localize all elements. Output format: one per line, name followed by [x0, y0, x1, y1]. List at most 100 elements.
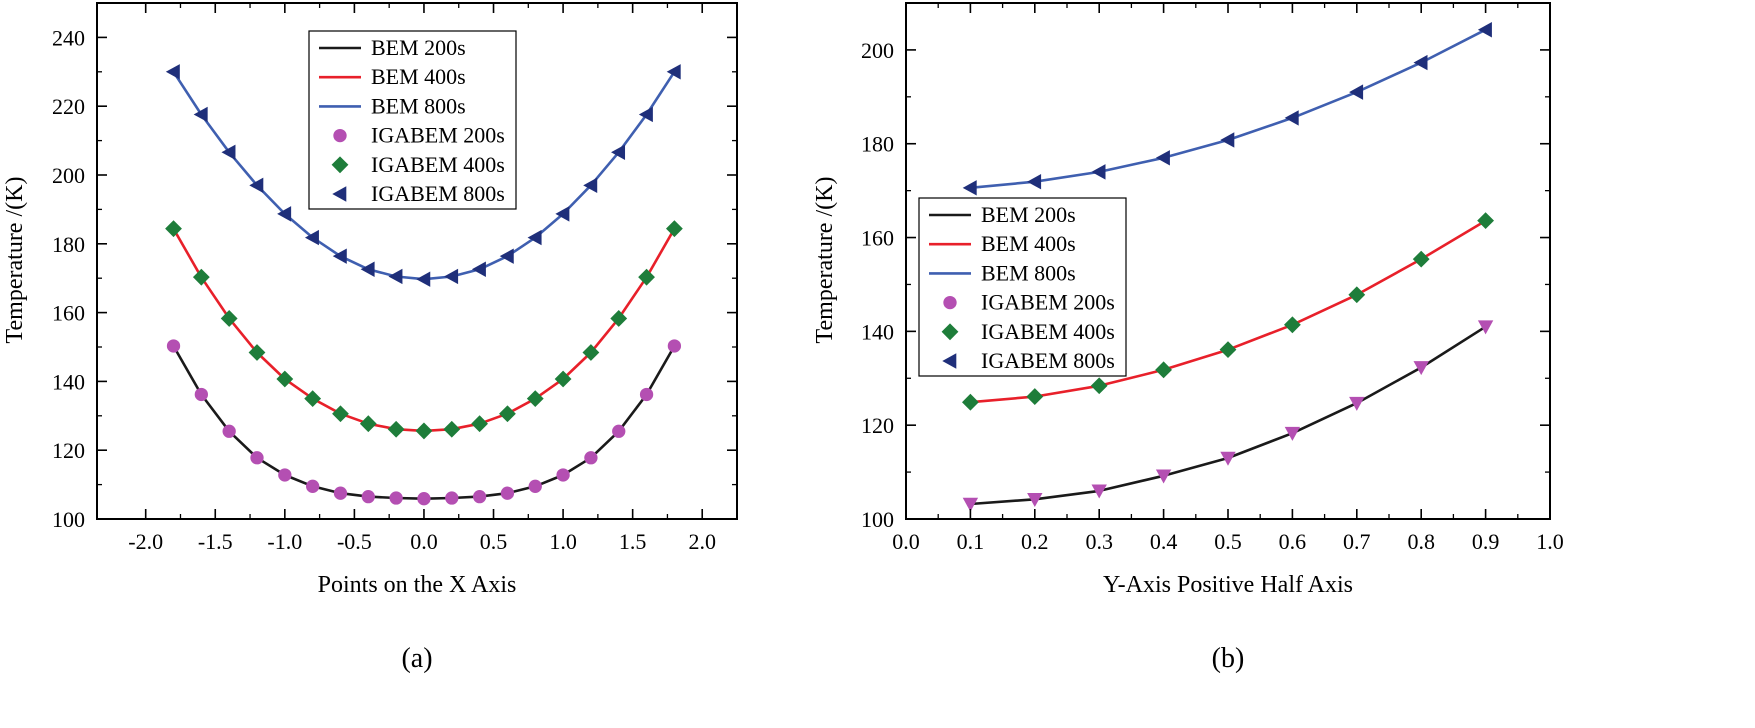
chart-b-legend-label: IGABEM 200s — [981, 290, 1115, 315]
chart-b-y-axis-title: Temperature /(K) — [812, 177, 838, 344]
chart-a-caption: (a) — [401, 643, 432, 674]
chart-a-x-tick-label: -0.5 — [337, 529, 372, 554]
chart-a-point-igabem-800s — [416, 271, 431, 287]
chart-b-x-tick-label: 0.0 — [892, 529, 920, 554]
chart-b-legend-swatch — [942, 353, 957, 369]
chart-a-point-igabem-200s — [194, 387, 208, 402]
chart-b-point-igabem-800s — [1027, 174, 1042, 190]
chart-b-point-igabem-400s — [1219, 341, 1237, 359]
chart-a-point-igabem-400s — [582, 344, 600, 361]
chart-a-point-igabem-200s — [278, 468, 292, 482]
chart-a-point-igabem-200s — [472, 489, 487, 504]
chart-b-y-tick-label: 160 — [861, 226, 894, 251]
chart-a-legend-swatch — [331, 156, 349, 174]
chart-b-caption: (b) — [1212, 643, 1245, 674]
chart-a-y-tick-label: 120 — [52, 438, 85, 463]
chart-a-point-igabem-400s — [499, 405, 516, 423]
chart-a-point-igabem-200s — [445, 491, 459, 505]
chart-b-point-igabem-400s — [1155, 361, 1172, 379]
chart-b-legend: BEM 200s BEM 400s BEM 800s IGABEM 200s IGABE… — [918, 197, 1127, 377]
chart-a-point-igabem-800s — [193, 106, 208, 123]
chart-a-x-axis-title: Points on the X Axis — [318, 572, 517, 598]
chart-b-x-tick-label: 0.1 — [957, 529, 985, 554]
chart-b-x-tick-label: 0.2 — [1021, 529, 1049, 554]
chart-b-legend-label: BEM 400s — [981, 231, 1076, 256]
chart-a-y-tick-label: 100 — [52, 507, 85, 532]
chart-a-point-igabem-400s — [192, 268, 210, 286]
chart-a-point-igabem-200s — [500, 486, 515, 500]
chart-b-point-igabem-200s-plotted-as-down-triangles — [1220, 451, 1236, 466]
chart-b-legend-label: BEM 800s — [981, 260, 1076, 285]
chart-b-point-igabem-200s-plotted-as-down-triangles — [1155, 469, 1172, 484]
chart-a-point-igabem-800s — [360, 261, 375, 277]
chart-a-point-igabem-800s — [611, 144, 626, 160]
chart-a-y-tick-label: 180 — [52, 232, 85, 257]
chart-b-legend-label: BEM 200s — [981, 202, 1076, 227]
chart-a-point-igabem-400s — [554, 370, 572, 388]
chart-b-x-tick-label: 1.0 — [1536, 529, 1564, 554]
chart-b-point-igabem-200s-plotted-as-down-triangles — [1349, 396, 1365, 411]
chart-a-point-igabem-200s — [222, 424, 236, 438]
chart-b-point-igabem-200s-plotted-as-down-triangles — [1284, 426, 1301, 441]
chart-a-point-igabem-800s — [304, 229, 319, 246]
chart-a-point-igabem-800s — [444, 268, 459, 285]
chart-b-legend-box — [918, 197, 1127, 377]
chart-b-point-igabem-400s — [1026, 388, 1044, 405]
chart-a-y-axis-title: Temperature /(K) — [2, 177, 28, 344]
chart-a-point-igabem-800s — [583, 177, 598, 194]
chart-a-legend: BEM 200s BEM 400s BEM 800s IGABEM 200s IGABE… — [308, 30, 517, 210]
chart-a-point-igabem-400s — [359, 415, 377, 433]
chart-a-point-igabem-400s — [220, 310, 238, 327]
chart-b-y-tick-label: 140 — [861, 319, 894, 344]
chart-b-point-igabem-200s-plotted-as-down-triangles — [1091, 484, 1107, 499]
chart-a-point-igabem-200s — [639, 387, 654, 402]
chart-a-point-igabem-800s — [277, 206, 292, 222]
chart-b-point-igabem-800s — [1220, 132, 1235, 148]
chart-a-point-igabem-800s — [499, 248, 514, 264]
chart-b-point-igabem-400s — [962, 393, 979, 411]
chart-b-point-igabem-200s-plotted-as-down-triangles — [1477, 320, 1494, 335]
chart-a-point-igabem-800s — [249, 177, 264, 194]
chart-a-x-tick-label: -2.0 — [128, 529, 163, 554]
chart-b-legend-label: IGABEM 400s — [981, 319, 1115, 344]
chart-b-x-tick-label: 0.4 — [1150, 529, 1178, 554]
chart-a-point-igabem-800s — [555, 206, 570, 222]
chart-a-x-tick-label: 1.5 — [619, 529, 647, 554]
chart-b-y-tick-label: 120 — [861, 413, 894, 438]
chart-b-point-igabem-200s-plotted-as-down-triangles — [1027, 492, 1043, 507]
chart-a-point-igabem-400s — [665, 220, 683, 238]
chart-a-legend-box — [308, 30, 517, 210]
chart-b-y-tick-label: 100 — [861, 507, 894, 532]
chart-a-legend-swatch — [332, 186, 347, 202]
chart-b-x-tick-label: 0.9 — [1472, 529, 1500, 554]
chart-b-point-igabem-400s — [1477, 212, 1494, 230]
chart-a-x-tick-label: 2.0 — [688, 529, 716, 554]
chart-b: 0.0 0.1 0.2 0.3 0.4 0.5 0.6 0.7 0.8 0.9 1.0 100 120 1… — [812, 2, 1564, 674]
chart-a-point-igabem-200s — [333, 486, 348, 500]
chart-a-point-igabem-400s — [248, 344, 266, 361]
chart-a-point-igabem-400s — [415, 422, 433, 440]
chart-a-series-layer — [165, 64, 683, 506]
chart-a-y-tick-label: 200 — [52, 163, 85, 188]
chart-b-point-igabem-400s — [1412, 250, 1430, 268]
chart-a-y-tick-label: 140 — [52, 369, 85, 394]
chart-a-x-tick-label: -1.0 — [267, 529, 302, 554]
chart-a-ticks: -2.0 -1.5 -1.0 -0.5 0.0 0.5 1.0 1.5 2.0 100 120 140… — [52, 3, 737, 554]
chart-b-legend-label: IGABEM 800s — [981, 348, 1115, 373]
chart-b-x-tick-label: 0.3 — [1085, 529, 1113, 554]
chart-b-point-igabem-800s — [962, 180, 977, 196]
chart-a-point-igabem-200s — [389, 491, 403, 505]
chart-b-legend-swatch — [943, 295, 957, 310]
chart-a-point-igabem-800s — [638, 106, 653, 123]
chart-a-point-igabem-800s — [471, 261, 486, 277]
chart-b-series-layer — [962, 22, 1494, 512]
chart-b-point-igabem-400s — [1284, 316, 1301, 334]
chart-a: -2.0 -1.5 -1.0 -0.5 0.0 0.5 1.0 1.5 2.0 100 120 140… — [2, 2, 738, 674]
chart-b-point-igabem-800s — [1091, 164, 1106, 180]
chart-a-legend-swatch — [333, 128, 347, 143]
chart-b-point-igabem-800s — [1477, 22, 1492, 38]
chart-b-x-tick-label: 0.6 — [1279, 529, 1307, 554]
chart-a-y-tick-label: 240 — [52, 25, 85, 50]
chart-b-point-igabem-200s-plotted-as-down-triangles — [1413, 361, 1429, 376]
